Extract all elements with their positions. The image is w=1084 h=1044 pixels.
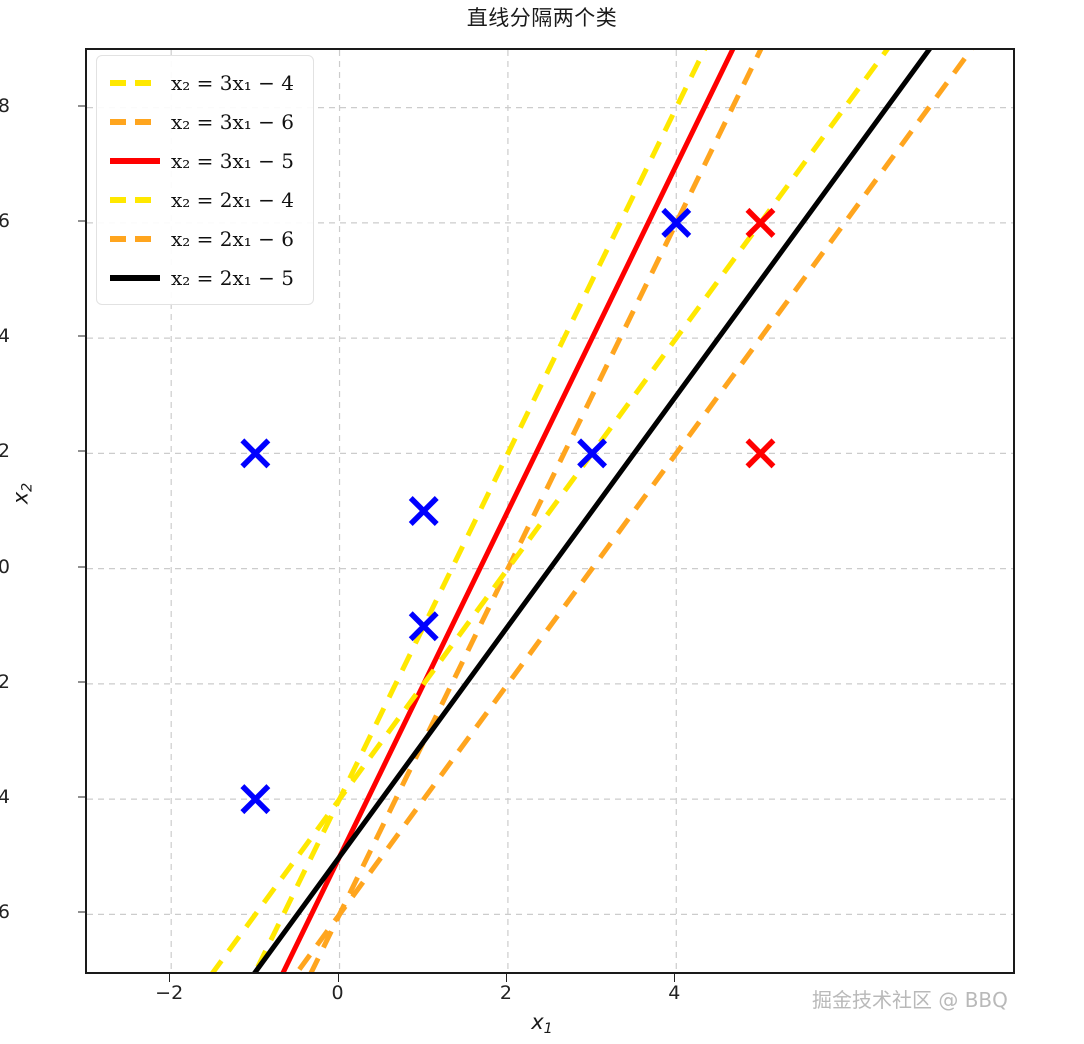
x-tick-mark	[505, 974, 507, 982]
y-tick-mark	[78, 566, 86, 568]
y-tick-mark	[78, 450, 86, 452]
plot-area	[85, 48, 1015, 974]
y-tick-label: −4	[0, 786, 10, 809]
legend-swatch-3	[110, 196, 160, 203]
legend-label: x₂ = 2x₁ − 5	[171, 265, 294, 290]
line-2x-4	[210, 50, 890, 972]
y-tick-mark	[78, 911, 86, 913]
legend-label: x₂ = 3x₁ − 6	[171, 109, 294, 134]
legend-item[interactable]: x₂ = 3x₁ − 5	[97, 141, 313, 180]
x-tick-label: 2	[499, 982, 512, 1004]
data-point-class-red	[745, 438, 776, 469]
legend-item[interactable]: x₂ = 2x₁ − 4	[97, 180, 313, 219]
legend-swatch-2	[110, 157, 160, 164]
legend-item[interactable]: x₂ = 3x₁ − 4	[97, 63, 313, 102]
y-tick-label: −6	[0, 901, 10, 924]
x-tick-mark	[337, 974, 339, 982]
y-tick-label: 8	[0, 94, 10, 117]
y-tick-mark	[78, 335, 86, 337]
data-point-class-red	[745, 207, 776, 238]
y-tick-label: 6	[0, 209, 10, 232]
y-tick-label: 2	[0, 440, 10, 463]
y-tick-label: −2	[0, 670, 10, 693]
legend-label: x₂ = 2x₁ − 4	[171, 187, 294, 212]
legend-swatch-4	[110, 235, 160, 242]
plot-svg	[87, 50, 1013, 972]
y-tick-mark	[78, 220, 86, 222]
data-point-class-blue	[240, 438, 271, 469]
line-3x-4	[252, 50, 708, 972]
legend-label: x₂ = 3x₁ − 5	[171, 148, 294, 173]
line-2x-6	[294, 50, 975, 972]
legend-swatch-1	[110, 118, 160, 125]
legend-item[interactable]: x₂ = 2x₁ − 5	[97, 258, 313, 297]
data-point-class-blue	[661, 207, 692, 238]
page-title: 直线分隔两个类	[466, 6, 618, 30]
x-axis-label: x1	[531, 1010, 553, 1037]
legend-item[interactable]: x₂ = 3x₁ − 6	[97, 102, 313, 141]
line-3x-5	[280, 50, 736, 972]
x-tick-label: −2	[155, 982, 184, 1004]
y-tick-label: 0	[0, 555, 10, 578]
trend-lines	[210, 50, 975, 972]
line-2x-5	[252, 50, 932, 972]
data-point-class-blue	[408, 496, 439, 526]
x-tick-mark	[169, 974, 171, 982]
watermark: 掘金技术社区 @ BBQ	[812, 988, 1008, 1012]
y-tick-mark	[78, 105, 86, 107]
y-tick-mark	[78, 796, 86, 798]
gridlines	[87, 50, 1013, 972]
data-point-class-blue	[577, 438, 608, 469]
y-tick-label: 4	[0, 325, 10, 348]
data-point-class-blue	[408, 611, 439, 642]
y-tick-mark	[78, 681, 86, 683]
legend-label: x₂ = 2x₁ − 6	[171, 226, 294, 251]
legend-swatch-5	[110, 274, 160, 281]
data-point-class-blue	[240, 784, 271, 815]
x-tick-mark	[674, 974, 676, 982]
x-tick-label: 0	[331, 982, 344, 1004]
line-3x-6	[308, 50, 764, 972]
legend-item[interactable]: x₂ = 2x₁ − 6	[97, 219, 313, 258]
legend-label: x₂ = 3x₁ − 4	[171, 70, 294, 95]
legend-swatch-0	[110, 79, 160, 86]
legend: x₂ = 3x₁ − 4 x₂ = 3x₁ − 6 x₂ = 3x₁ − 5 x₂ =…	[96, 55, 314, 305]
x-tick-label: 4	[668, 982, 681, 1004]
y-axis-label: x2	[8, 482, 36, 505]
data-markers	[240, 207, 776, 815]
